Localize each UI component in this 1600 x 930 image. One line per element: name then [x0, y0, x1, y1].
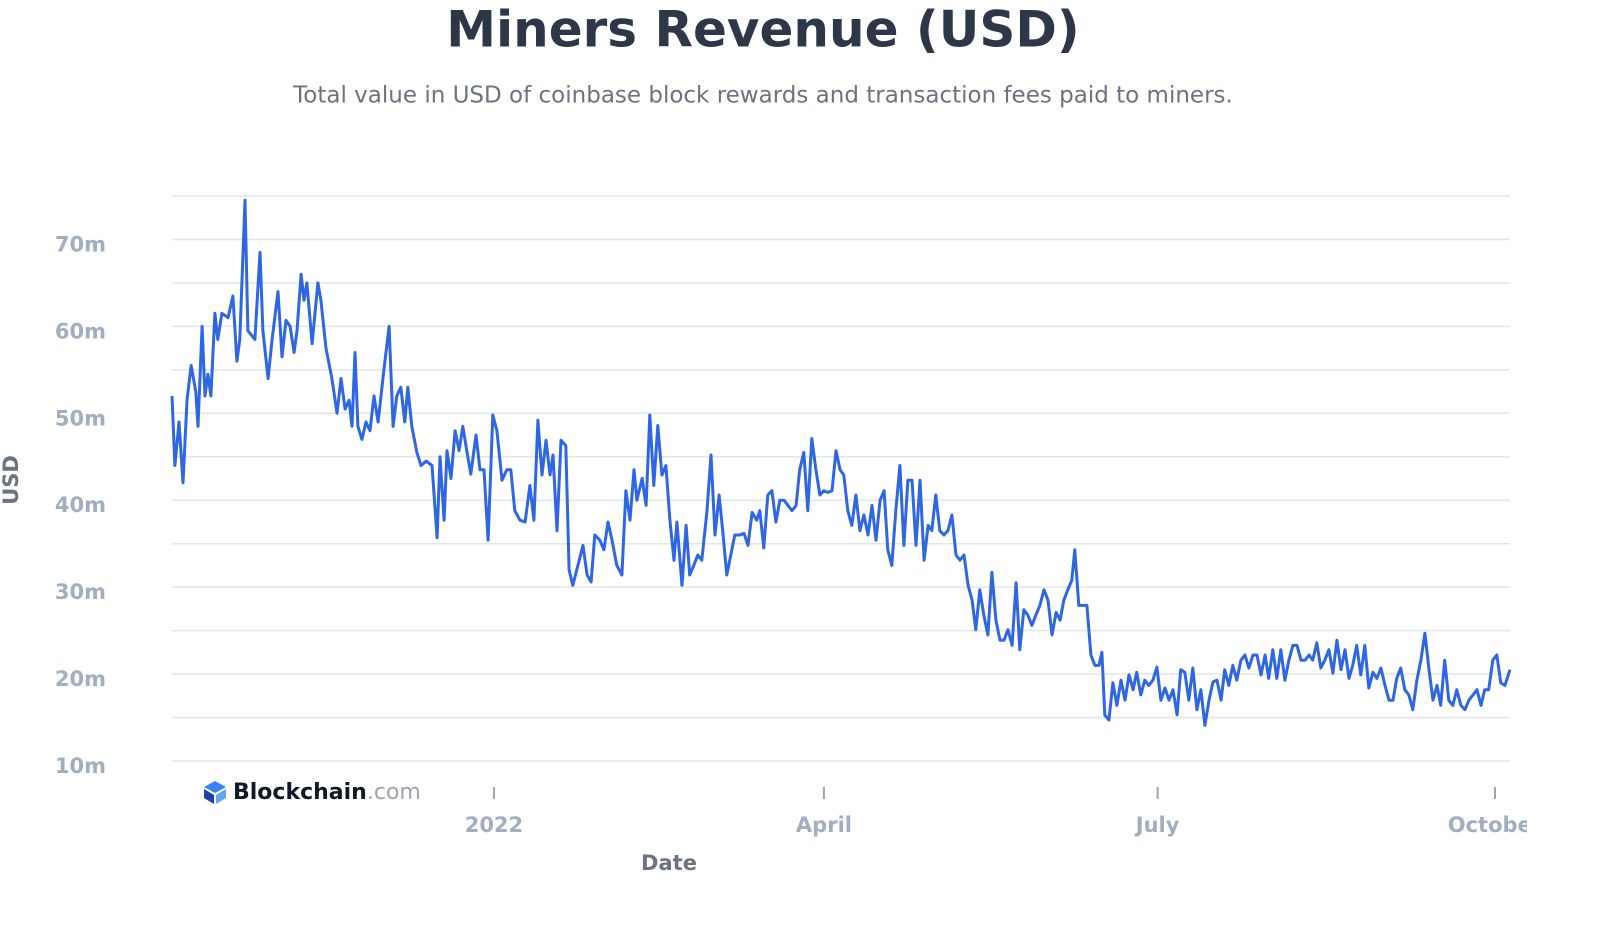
chart-subtitle: Total value in USD of coinbase block rew… [292, 83, 1233, 109]
y-tick-label: 10m [55, 754, 106, 778]
y-axis-label: USD [0, 455, 23, 505]
watermark-name: Blockchain [233, 780, 367, 805]
y-tick-label: 70m [55, 232, 106, 256]
y-tick-label: 60m [55, 319, 106, 343]
x-axis-label: Date [641, 851, 697, 875]
watermark-domain: .com [367, 780, 421, 805]
x-axis: 2022 April July October [465, 787, 1543, 837]
y-tick-label: 40m [55, 493, 106, 517]
x-tick-label: 2022 [465, 813, 523, 837]
logo-left [204, 789, 214, 804]
watermark-brand: Blockchain.com [233, 780, 421, 805]
logo-right [216, 789, 226, 804]
chart-title: Miners Revenue (USD) [446, 1, 1079, 59]
x-tick-label: April [796, 813, 852, 837]
y-tick-label: 20m [55, 667, 106, 691]
data-line [170, 198, 1512, 727]
x-tick-label: July [1134, 813, 1180, 837]
watermark: Blockchain.com [204, 780, 421, 805]
y-tick-label: 30m [55, 580, 106, 604]
x-tick-label: October [1448, 813, 1543, 837]
logo-top [204, 781, 226, 793]
y-tick-label: 50m [55, 406, 106, 430]
